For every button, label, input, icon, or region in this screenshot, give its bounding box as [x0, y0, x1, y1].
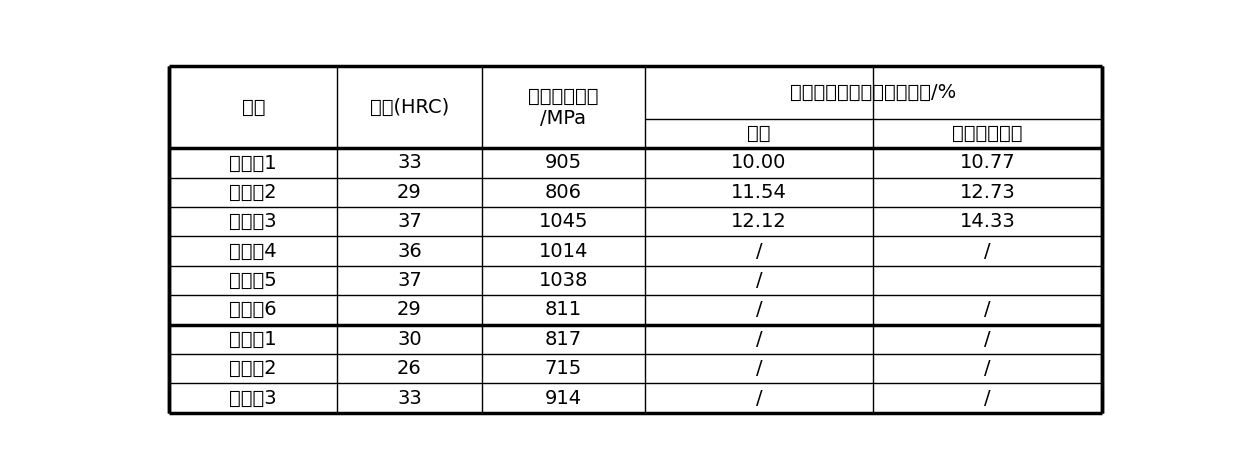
Text: 对比例3: 对比例3 [229, 389, 277, 408]
Text: 对比例2: 对比例2 [229, 359, 277, 378]
Text: 37: 37 [397, 271, 422, 290]
Text: 实施例1: 实施例1 [229, 154, 277, 173]
Text: 1045: 1045 [538, 212, 588, 231]
Text: 11.54: 11.54 [732, 183, 787, 202]
Text: 对比例1: 对比例1 [229, 330, 277, 349]
Text: 12.73: 12.73 [960, 183, 1016, 202]
Text: 33: 33 [397, 154, 422, 173]
Text: 29: 29 [397, 301, 422, 319]
Text: 30: 30 [397, 330, 422, 349]
Text: 压缩屈服强度: 压缩屈服强度 [952, 124, 1023, 143]
Text: 较相同工艺常压热处理提高/%: 较相同工艺常压热处理提高/% [790, 83, 956, 102]
Text: 实施例6: 实施例6 [229, 301, 277, 319]
Text: 26: 26 [397, 359, 422, 378]
Text: /: / [755, 301, 763, 319]
Text: 29: 29 [397, 183, 422, 202]
Text: /: / [755, 389, 763, 408]
Text: /: / [755, 359, 763, 378]
Text: 实施例4: 实施例4 [229, 242, 277, 261]
Text: 压缩屈服强度
/MPa: 压缩屈服强度 /MPa [528, 87, 599, 128]
Text: 实施例5: 实施例5 [229, 271, 278, 290]
Text: 914: 914 [544, 389, 582, 408]
Text: 905: 905 [544, 154, 582, 173]
Text: 10.00: 10.00 [732, 154, 786, 173]
Text: /: / [985, 389, 991, 408]
Text: 33: 33 [397, 389, 422, 408]
Text: 实施例3: 实施例3 [229, 212, 277, 231]
Text: 1014: 1014 [538, 242, 588, 261]
Text: /: / [985, 242, 991, 261]
Text: 实施例2: 实施例2 [229, 183, 277, 202]
Text: 37: 37 [397, 212, 422, 231]
Text: 806: 806 [544, 183, 582, 202]
Text: 811: 811 [544, 301, 582, 319]
Text: /: / [985, 359, 991, 378]
Text: 715: 715 [544, 359, 582, 378]
Text: 12.12: 12.12 [732, 212, 787, 231]
Text: 1038: 1038 [538, 271, 588, 290]
Text: /: / [755, 271, 763, 290]
Text: /: / [755, 242, 763, 261]
Text: 817: 817 [544, 330, 582, 349]
Text: 硬度: 硬度 [748, 124, 771, 143]
Text: /: / [985, 301, 991, 319]
Text: 硬度(HRC): 硬度(HRC) [370, 98, 449, 117]
Text: 36: 36 [397, 242, 422, 261]
Text: 试样: 试样 [242, 98, 265, 117]
Text: 10.77: 10.77 [960, 154, 1016, 173]
Text: /: / [985, 330, 991, 349]
Text: /: / [755, 330, 763, 349]
Text: 14.33: 14.33 [960, 212, 1016, 231]
